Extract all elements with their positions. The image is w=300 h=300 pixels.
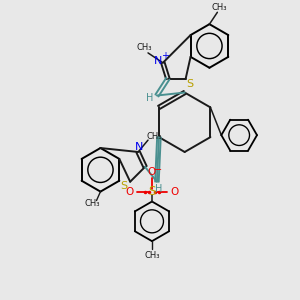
Text: CH₃: CH₃ [146, 132, 162, 141]
Text: CH₃: CH₃ [136, 44, 152, 52]
Text: CH₃: CH₃ [144, 250, 160, 260]
Text: +: + [161, 51, 169, 61]
Text: H: H [155, 184, 163, 194]
Text: O: O [171, 187, 179, 196]
Text: O: O [148, 167, 156, 177]
Text: N: N [154, 56, 162, 66]
Text: CH₃: CH₃ [85, 199, 100, 208]
Text: O: O [125, 187, 133, 196]
Text: S: S [121, 181, 128, 191]
Text: S: S [148, 185, 156, 198]
Text: H: H [146, 94, 154, 103]
Text: −: − [154, 165, 162, 175]
Text: CH₃: CH₃ [212, 3, 227, 12]
Text: S: S [186, 79, 193, 88]
Text: N: N [135, 142, 143, 152]
